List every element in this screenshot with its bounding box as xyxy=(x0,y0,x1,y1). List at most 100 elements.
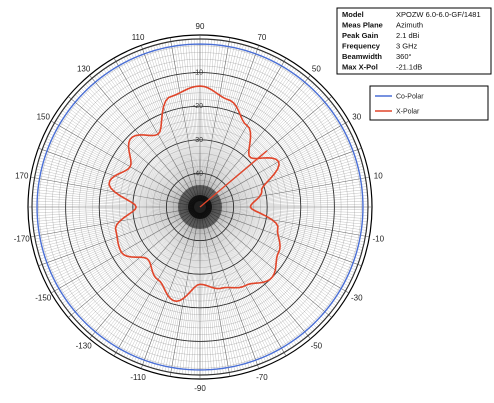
spoke-line xyxy=(201,212,244,370)
spoke-line xyxy=(203,211,313,332)
spoke-line xyxy=(153,45,199,202)
spoke-line xyxy=(203,211,299,344)
info-value-meas-plane: Azimuth xyxy=(396,21,423,30)
spoke-line xyxy=(164,212,199,372)
info-key-beamwidth: Beamwidth xyxy=(342,52,382,61)
info-value-beamwidth: 360° xyxy=(396,52,412,61)
spoke-line xyxy=(203,66,292,203)
angle-tick-label: -130 xyxy=(76,342,93,351)
spoke-line xyxy=(87,211,197,332)
angle-tick-label: 30 xyxy=(352,113,361,122)
spoke-line xyxy=(89,80,197,203)
info-key-frequency: Frequency xyxy=(342,42,381,51)
spoke-line xyxy=(204,210,327,318)
angle-tick-label: -70 xyxy=(256,373,268,382)
spoke-line xyxy=(110,64,197,202)
info-value-frequency: 3 GHz xyxy=(396,42,418,51)
spoke-line xyxy=(108,66,197,203)
spoke-line xyxy=(204,210,325,320)
fine-ring xyxy=(45,52,355,362)
angle-tick-label: -10 xyxy=(372,234,384,243)
spoke-line xyxy=(205,208,363,251)
info-value-model: XPOZW 6.0-6.0-GF/1481 xyxy=(396,10,481,19)
spoke-line xyxy=(101,70,197,203)
info-box: Model XPOZW 6.0-6.0-GF/1481 Meas Plane A… xyxy=(336,7,492,75)
angle-tick-label: 10 xyxy=(374,172,383,181)
spoke-line xyxy=(156,212,199,370)
spoke-line xyxy=(37,163,195,206)
legend-frame xyxy=(369,85,489,121)
spoke-line xyxy=(204,94,325,204)
spoke-line xyxy=(203,64,290,202)
spoke-line xyxy=(201,45,247,202)
fine-ring xyxy=(52,59,348,355)
angle-tick-label: 110 xyxy=(132,33,145,42)
spoke-line xyxy=(201,44,244,202)
angle-tick-label: -50 xyxy=(311,342,323,351)
spoke-line xyxy=(205,208,362,254)
spoke-line xyxy=(201,42,236,202)
legend-x-polar-label: X-Polar xyxy=(396,109,420,116)
radial-tick-label: -40 xyxy=(193,170,203,177)
spoke-line xyxy=(35,171,195,206)
spoke-line xyxy=(201,212,247,369)
spoke-line xyxy=(205,163,363,206)
spoke-line xyxy=(81,88,196,203)
spoke-line xyxy=(89,211,197,334)
spoke-line xyxy=(205,135,353,205)
co-polar-trace xyxy=(36,43,364,371)
fine-ring xyxy=(112,119,288,295)
polar-grid xyxy=(27,34,373,380)
spoke-line xyxy=(38,160,195,206)
major-ring xyxy=(165,172,235,242)
radial-labels: -40 -30 -20 -10 xyxy=(193,70,203,178)
angle-tick-label: -90 xyxy=(194,384,206,393)
spoke-line xyxy=(203,82,313,203)
angle-tick-label: 150 xyxy=(37,113,51,122)
info-key-peak-gain: Peak Gain xyxy=(342,31,379,40)
radial-tick-label: -10 xyxy=(193,70,203,77)
spoke-line xyxy=(156,44,199,202)
spoke-line xyxy=(75,210,196,320)
angle-tick-label: -110 xyxy=(130,373,146,382)
fine-ring xyxy=(58,65,342,349)
info-box-frame xyxy=(336,7,492,75)
fine-ring xyxy=(139,146,261,268)
spoke-line xyxy=(69,101,196,204)
spoke-line xyxy=(203,211,295,347)
fine-ring xyxy=(38,45,362,369)
major-ring xyxy=(98,105,302,309)
spoke-line xyxy=(63,210,196,306)
spoke-line xyxy=(201,212,236,372)
series xyxy=(36,43,364,371)
spoke-line xyxy=(94,211,197,338)
legend: Co-Polar X-Polar xyxy=(369,85,489,121)
major-ring xyxy=(65,72,335,342)
spoke-line xyxy=(205,208,365,243)
spoke-line xyxy=(35,208,195,243)
spoke-line xyxy=(204,115,341,204)
spoke-line xyxy=(203,80,311,203)
angle-ticks: 90 70 50 30 10 -10 -30 -50 -70 -90 -110 -130 -150 -17… xyxy=(14,22,385,393)
spoke-line xyxy=(75,94,196,204)
x-polar-spike xyxy=(199,150,268,208)
spoke-line xyxy=(110,212,197,350)
spoke-line xyxy=(59,210,196,299)
fine-ring xyxy=(72,79,328,335)
radial-tick-label: -30 xyxy=(193,137,203,144)
spoke-line xyxy=(60,112,196,204)
major-ring xyxy=(132,139,268,275)
spoke-line xyxy=(204,210,341,299)
spoke-line xyxy=(203,211,311,334)
spoke-line xyxy=(57,210,195,297)
angle-tick-label: 130 xyxy=(77,64,91,73)
spoke-line xyxy=(205,171,365,206)
angle-tick-label: 50 xyxy=(312,64,321,73)
spoke-line xyxy=(203,67,295,203)
angle-tick-label: -150 xyxy=(35,294,52,303)
legend-co-polar-label: Co-Polar xyxy=(396,94,424,101)
spoke-line xyxy=(81,211,196,326)
spoke-line xyxy=(205,209,353,279)
radial-tick-label: -20 xyxy=(193,103,203,110)
